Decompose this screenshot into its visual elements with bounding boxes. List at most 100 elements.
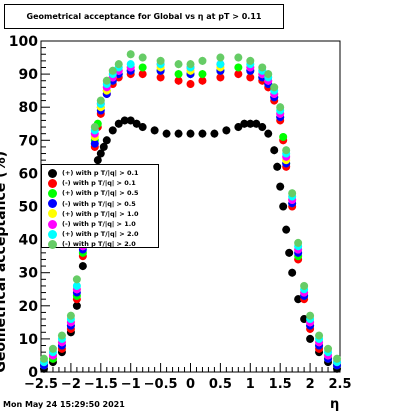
x-tick-label: 0 [186,377,195,392]
legend-marker [48,239,57,249]
data-point [294,238,303,247]
data-point [186,80,195,89]
data-point [114,60,123,69]
data-point [126,50,135,59]
data-point [132,119,141,128]
data-point [279,132,288,141]
data-point [240,119,249,128]
data-point [222,126,231,135]
y-tick-label: 90 [19,67,39,83]
data-point [150,126,159,135]
legend-item: (-) with p T/|q| > 0.1 [42,178,136,188]
data-point [57,331,66,340]
data-point [99,142,108,151]
data-point [282,146,291,155]
data-point [315,331,324,340]
data-point [186,129,195,138]
data-point [126,60,135,69]
data-point [90,123,99,132]
y-tick-label: 100 [9,34,38,50]
legend-marker [48,188,57,198]
data-point [162,129,171,138]
data-point [102,136,111,145]
data-point [156,56,165,65]
x-tick-label: −1.5 [84,377,118,392]
data-point [198,70,207,79]
data-point [93,156,102,165]
data-point [96,149,105,158]
legend-item: (-) with p T/|q| > 2.0 [42,239,136,249]
y-tick-label: 10 [19,332,39,348]
data-point [138,70,147,79]
data-point [300,315,309,324]
data-point [264,129,273,138]
data-point [252,119,261,128]
data-point [108,126,117,135]
data-point [306,311,315,320]
data-point [174,70,183,79]
data-point [276,182,285,191]
data-point [114,119,123,128]
data-point [234,123,243,132]
x-tick-label: −1 [121,377,141,392]
data-point [72,281,81,290]
y-tick-label: 20 [19,299,39,315]
data-point [285,248,294,257]
data-point [294,295,303,304]
data-point [126,116,135,125]
y-tick-label: 30 [19,266,39,282]
legend-marker [48,178,57,188]
data-point [288,268,297,277]
data-point [72,301,81,310]
data-point [138,63,147,72]
data-point [306,334,315,343]
x-tick-label: 2 [306,377,315,392]
data-point [198,129,207,138]
legend-marker [48,219,57,229]
data-point [138,123,147,132]
legend-item: (+) with p T/|q| > 0.5 [42,188,139,198]
legend-item: (+) with p T/|q| > 2.0 [42,229,139,239]
legend-item: (+) with p T/|q| > 1.0 [42,209,139,219]
axis-ticks: −2.5 −2 −1.5 −1 −0.5 0 0.5 1 1.5 2 2.5 0 10 20 30 40 50 6… [9,34,352,392]
series-7 [39,50,342,363]
data-point [138,53,147,62]
data-point [270,83,279,92]
data-point [270,146,279,155]
data-point [72,275,81,284]
data-point [39,354,48,363]
data-point [96,96,105,105]
data-point [102,76,111,85]
data-point [120,116,129,125]
data-point [108,66,117,75]
data-point [174,76,183,85]
legend-label: (+) with p T/|q| > 0.5 [62,189,139,198]
legend-marker [48,229,57,239]
data-point [216,60,225,69]
data-point [234,53,243,62]
data-point [258,63,267,72]
x-tick-label: 1 [246,377,255,392]
legend: (+) with p T/|q| > 0.1 (-) with p T/|q| >… [41,164,159,249]
data-point [276,103,285,112]
x-tick-label: −0.5 [144,377,178,392]
data-point [234,63,243,72]
data-point [324,344,333,353]
legend-label: (-) with p T/|q| > 1.0 [62,220,136,228]
x-tick-label: −2.5 [24,377,58,392]
x-tick-label: −2 [61,377,81,392]
legend-label: (-) with p T/|q| > 0.5 [62,199,136,208]
data-point [279,202,288,211]
data-point [246,56,255,65]
legend-item: (-) with p T/|q| > 0.5 [42,199,136,209]
y-tick-label: 50 [19,200,39,216]
data-point [48,344,57,353]
legend-label: (-) with p T/|q| > 2.0 [62,240,136,249]
data-point [246,73,255,82]
y-tick-label: 70 [19,133,39,149]
data-point [273,162,282,171]
data-point [258,123,267,132]
legend-marker [48,209,57,219]
data-point [210,129,219,138]
